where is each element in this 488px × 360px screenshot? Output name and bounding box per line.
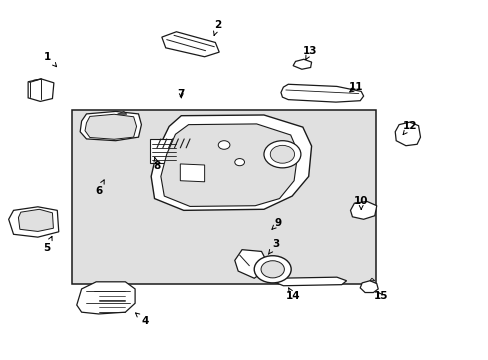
Polygon shape [151,115,311,210]
Text: 5: 5 [43,237,52,253]
Polygon shape [360,281,377,293]
Text: 12: 12 [402,121,416,135]
Text: 3: 3 [268,239,279,254]
Text: 10: 10 [353,197,367,210]
Text: 14: 14 [285,288,300,301]
Text: 1: 1 [44,52,57,67]
Polygon shape [369,278,374,281]
Polygon shape [19,209,53,231]
Text: 8: 8 [153,158,160,171]
Text: 7: 7 [177,89,184,99]
Polygon shape [180,164,204,182]
Circle shape [261,261,284,278]
Text: 9: 9 [271,218,282,229]
Polygon shape [281,84,363,102]
Polygon shape [350,202,376,219]
Polygon shape [234,249,269,278]
Polygon shape [162,32,219,57]
Circle shape [218,141,229,149]
Polygon shape [77,282,135,314]
Circle shape [254,256,290,283]
Polygon shape [28,79,54,102]
FancyBboxPatch shape [149,139,178,163]
Circle shape [264,141,300,168]
Polygon shape [394,122,420,146]
Polygon shape [72,111,375,284]
Polygon shape [80,111,141,141]
Polygon shape [117,111,126,114]
Text: 4: 4 [135,313,148,326]
Polygon shape [161,124,297,206]
Text: 11: 11 [348,82,363,92]
Text: 13: 13 [302,46,317,59]
Circle shape [234,158,244,166]
Circle shape [270,145,294,163]
Polygon shape [9,207,59,237]
Polygon shape [85,114,136,139]
Text: 2: 2 [213,19,221,35]
Polygon shape [292,59,311,69]
Text: 15: 15 [373,291,387,301]
Polygon shape [273,277,346,286]
Text: 6: 6 [95,180,104,196]
